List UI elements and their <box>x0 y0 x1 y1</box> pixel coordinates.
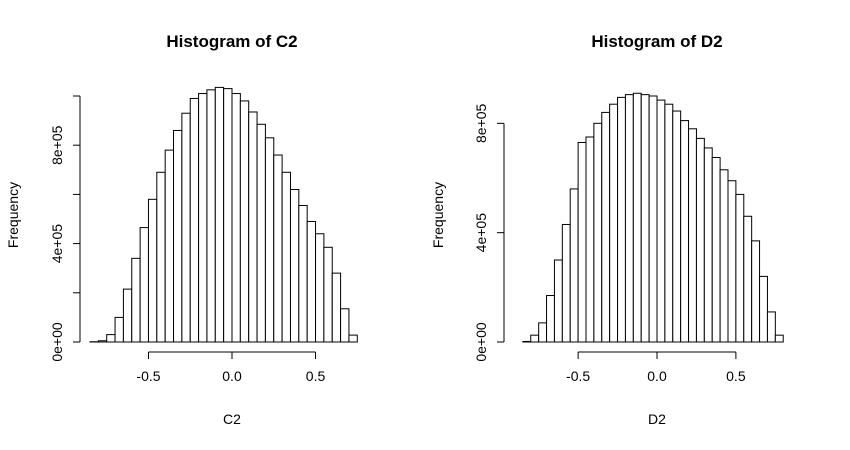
histogram-bar <box>273 154 283 343</box>
x-tick-label: 0.5 <box>306 368 326 384</box>
chart-title: Histogram of C2 <box>166 32 297 51</box>
histogram-bar <box>577 141 587 343</box>
histogram-bar <box>632 92 642 343</box>
histogram-bar <box>306 220 317 343</box>
histogram-bar <box>214 86 225 343</box>
histogram-bar <box>248 111 258 343</box>
bars <box>89 86 358 343</box>
y-tick-label: 0e+00 <box>473 322 489 362</box>
histogram-bar <box>624 94 634 343</box>
x-tick-label: -0.5 <box>566 368 590 384</box>
histogram-bar <box>97 340 108 343</box>
histogram-bar <box>223 88 233 343</box>
histogram-bar <box>688 128 697 343</box>
histogram-bar <box>609 103 619 343</box>
x-tick-label: 0.0 <box>222 368 242 384</box>
histogram-bar <box>751 240 761 343</box>
histogram-bar <box>617 96 626 343</box>
histogram-bar <box>189 97 200 343</box>
histogram-bar <box>340 308 350 343</box>
x-tick-label: 0.0 <box>647 368 667 384</box>
histogram-bar <box>695 137 705 343</box>
histogram-bar <box>680 120 690 343</box>
histogram-bar <box>538 322 548 343</box>
y-tick-label: 8e+05 <box>49 125 65 165</box>
histogram-bar <box>164 149 175 343</box>
histogram-bar <box>114 316 124 343</box>
histogram-bar <box>546 295 555 343</box>
histogram-bar <box>323 246 333 343</box>
histogram-panel-c2: Histogram of C2 C2 Frequency -0.5 0.0 0.5 0… <box>5 32 358 427</box>
chart-title: Histogram of D2 <box>591 32 722 51</box>
histogram-bar <box>703 147 713 343</box>
bars <box>522 92 784 343</box>
histogram-bar <box>530 334 540 343</box>
histogram-bar <box>735 193 745 343</box>
histogram-bar <box>206 89 216 343</box>
histogram-bar <box>585 136 595 343</box>
histogram-bar <box>298 204 308 343</box>
y-tick-label: 4e+05 <box>473 213 489 253</box>
x-axis-label: D2 <box>648 411 666 427</box>
histogram-bar <box>711 157 721 343</box>
histogram-bar <box>331 272 342 343</box>
histogram-bar <box>640 94 650 343</box>
histogram-bar <box>131 257 141 343</box>
histogram-bar <box>315 233 325 343</box>
histogram-bar <box>122 288 133 343</box>
y-axis-label: Frequency <box>430 182 446 248</box>
histogram-bar <box>553 259 563 343</box>
y-tick-label: 8e+05 <box>473 103 489 143</box>
histogram-bar <box>727 180 737 343</box>
y-axis: 0e+00 4e+05 8e+05 <box>473 103 505 362</box>
histogram-bar <box>264 137 275 343</box>
histogram-bar <box>759 275 768 343</box>
histogram-bar <box>743 215 753 343</box>
histogram-bar <box>239 100 250 343</box>
histogram-bar <box>106 334 116 343</box>
histogram-bar <box>156 171 166 343</box>
x-tick-label: 0.5 <box>726 368 746 384</box>
histogram-bar <box>593 122 603 343</box>
histogram-bar <box>147 198 158 343</box>
x-axis: -0.5 0.0 0.5 <box>566 351 746 384</box>
histogram-bar <box>601 111 611 343</box>
histogram-bar <box>719 169 729 343</box>
histogram-bar <box>561 223 571 343</box>
histogram-bar <box>139 227 149 343</box>
y-tick-label: 4e+05 <box>49 224 65 264</box>
histogram-bar <box>173 129 183 343</box>
histogram-bar <box>181 112 191 343</box>
y-axis-label: Frequency <box>5 182 21 248</box>
x-tick-label: -0.5 <box>136 368 160 384</box>
histogram-bar <box>348 334 358 343</box>
histogram-bar <box>289 188 300 343</box>
y-axis: 0e+00 4e+05 8e+05 <box>49 95 81 362</box>
histogram-bar <box>231 93 241 343</box>
y-tick-label: 0e+00 <box>49 322 65 362</box>
histogram-bar <box>766 311 776 343</box>
histogram-panel-d2: Histogram of D2 D2 Frequency -0.5 0.0 0.5 0… <box>430 32 784 427</box>
histogram-bar <box>569 188 579 343</box>
x-axis-label: C2 <box>223 411 241 427</box>
histogram-bar <box>664 103 674 343</box>
histogram-bar <box>522 340 532 343</box>
histogram-bar <box>256 123 266 343</box>
histogram-bar <box>281 171 291 343</box>
histogram-bar <box>672 110 682 343</box>
histogram-bar <box>198 93 208 343</box>
histogram-bar <box>648 95 658 343</box>
histogram-bar <box>656 99 666 343</box>
histogram-bar <box>774 334 784 343</box>
x-axis: -0.5 0.0 0.5 <box>136 351 326 384</box>
